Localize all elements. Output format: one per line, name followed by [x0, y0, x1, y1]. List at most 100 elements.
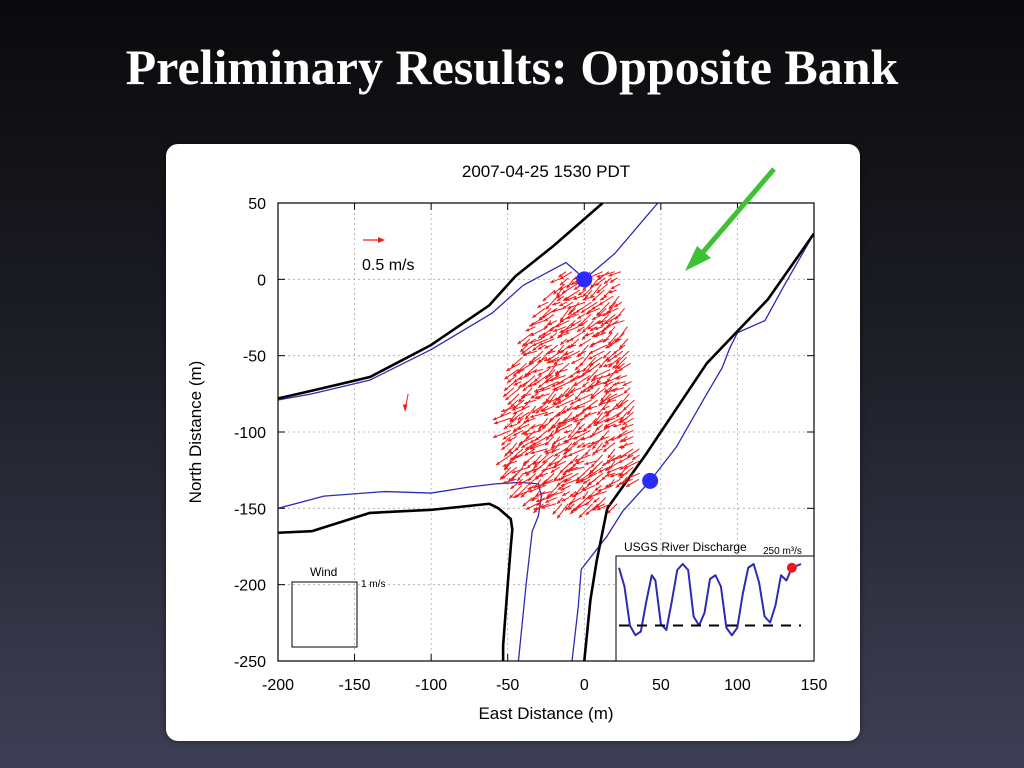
- velocity-vector-head: [572, 311, 577, 316]
- velocity-vector-head: [504, 452, 509, 457]
- velocity-vector-head: [545, 499, 550, 503]
- velocity-vector-head: [521, 350, 526, 355]
- velocity-vector-head: [518, 398, 523, 403]
- velocity-vector-head: [569, 389, 574, 394]
- velocity-vector-head: [540, 335, 545, 339]
- velocity-vector-head: [604, 383, 609, 387]
- velocity-vector-head: [544, 345, 549, 349]
- velocity-vector-head: [530, 497, 535, 501]
- velocity-vector-head: [573, 406, 578, 410]
- y-tick-label: -100: [234, 425, 266, 442]
- velocity-vector-head: [533, 509, 538, 514]
- velocity-vector-head: [532, 369, 537, 373]
- velocity-vector-head: [582, 495, 586, 500]
- velocity-vector-head: [613, 354, 618, 358]
- velocity-vector-head: [553, 290, 557, 295]
- velocity-vector-head: [530, 450, 535, 455]
- velocity-vector-head: [587, 494, 592, 498]
- velocity-vector-head: [600, 399, 605, 403]
- velocity-vector-head: [528, 489, 533, 493]
- velocity-vector-head: [542, 332, 547, 336]
- velocity-vector-head: [579, 390, 584, 394]
- velocity-vector-head: [601, 435, 605, 440]
- velocity-vector-head: [595, 282, 600, 286]
- velocity-vector-head: [533, 461, 538, 465]
- velocity-vector-head: [545, 398, 549, 403]
- velocity-vector-head: [607, 358, 611, 363]
- velocity-vector-head: [502, 435, 507, 440]
- velocity-vector-head: [549, 378, 554, 382]
- velocity-vector-head: [615, 376, 620, 380]
- x-tick-label: 150: [801, 677, 828, 694]
- velocity-vector-head: [507, 401, 512, 405]
- velocity-vector-head: [528, 323, 533, 327]
- velocity-vector-head: [555, 404, 560, 408]
- velocity-vector-head: [541, 505, 545, 509]
- x-axis-label: East Distance (m): [478, 704, 613, 723]
- velocity-vector-head: [615, 365, 619, 370]
- velocity-vector-head: [550, 469, 555, 473]
- velocity-vector-head: [619, 402, 624, 407]
- velocity-vector-head: [598, 469, 603, 473]
- velocity-vector-head: [579, 479, 584, 483]
- velocity-vector-head: [574, 458, 579, 462]
- velocity-vector-head: [618, 444, 623, 449]
- velocity-vector-head: [582, 286, 587, 291]
- velocity-vector-head: [508, 424, 513, 428]
- velocity-vector-head: [619, 344, 623, 349]
- velocity-vector-head: [512, 432, 517, 436]
- y-tick-label: 50: [248, 196, 266, 213]
- velocity-vector-head: [493, 420, 498, 425]
- velocity-vector-head: [576, 370, 581, 374]
- plot-frame: [277, 202, 815, 662]
- velocity-vector-head: [535, 498, 540, 503]
- velocity-vector-head: [525, 472, 530, 477]
- velocity-vector-head: [608, 363, 613, 368]
- velocity-vector-head: [501, 441, 506, 446]
- bank-right-upper: [606, 232, 814, 510]
- velocity-vector-head: [565, 297, 570, 301]
- waterline-left: [278, 261, 582, 401]
- velocity-vector-head: [553, 361, 558, 365]
- x-tick-label: 50: [652, 677, 670, 694]
- velocity-vector-head: [619, 474, 624, 479]
- velocity-vector-head: [631, 456, 636, 460]
- inset-max-label: 250 m³/s: [763, 546, 802, 557]
- velocity-vector-head: [555, 372, 560, 377]
- velocity-vector-head: [492, 434, 497, 438]
- velocity-vector-head: [507, 379, 512, 383]
- velocity-vector-head: [606, 372, 611, 376]
- velocity-vector-head: [522, 502, 527, 507]
- velocity-vector-head: [505, 396, 510, 401]
- velocity-vector-head: [622, 438, 627, 442]
- velocity-vectors: [402, 271, 640, 519]
- velocity-vector-head: [578, 343, 583, 347]
- velocity-vector-head: [600, 322, 605, 327]
- velocity-vector-head: [503, 425, 508, 430]
- velocity-vector-head: [549, 417, 554, 422]
- velocity-vector-head: [520, 493, 525, 498]
- velocity-vector-head: [577, 315, 582, 319]
- velocity-vector-head: [541, 408, 546, 412]
- velocity-vector-head: [556, 294, 561, 299]
- velocity-vector-head: [575, 461, 580, 465]
- velocity-vector-head: [615, 402, 620, 407]
- velocity-vector-head: [627, 410, 631, 415]
- velocity-vector-head: [547, 463, 552, 467]
- velocity-vector-head: [577, 291, 582, 296]
- station-markers: [576, 271, 659, 489]
- velocity-vector-head: [554, 452, 558, 457]
- waterline-lower-right: [571, 480, 651, 661]
- velocity-vector-head: [624, 476, 629, 480]
- velocity-vector-head: [603, 363, 608, 368]
- velocity-vector-head: [572, 441, 577, 446]
- velocity-vector-head: [592, 374, 597, 378]
- velocity-vector-head: [563, 439, 568, 443]
- velocity-vector-head: [603, 354, 607, 359]
- velocity-vector-head: [597, 411, 601, 416]
- slide-title: Preliminary Results: Opposite Bank: [125, 39, 899, 95]
- velocity-vector-head: [546, 350, 551, 355]
- velocity-vector-head: [504, 375, 509, 380]
- velocity-vector-head: [596, 289, 601, 294]
- velocity-vector-head: [501, 475, 506, 480]
